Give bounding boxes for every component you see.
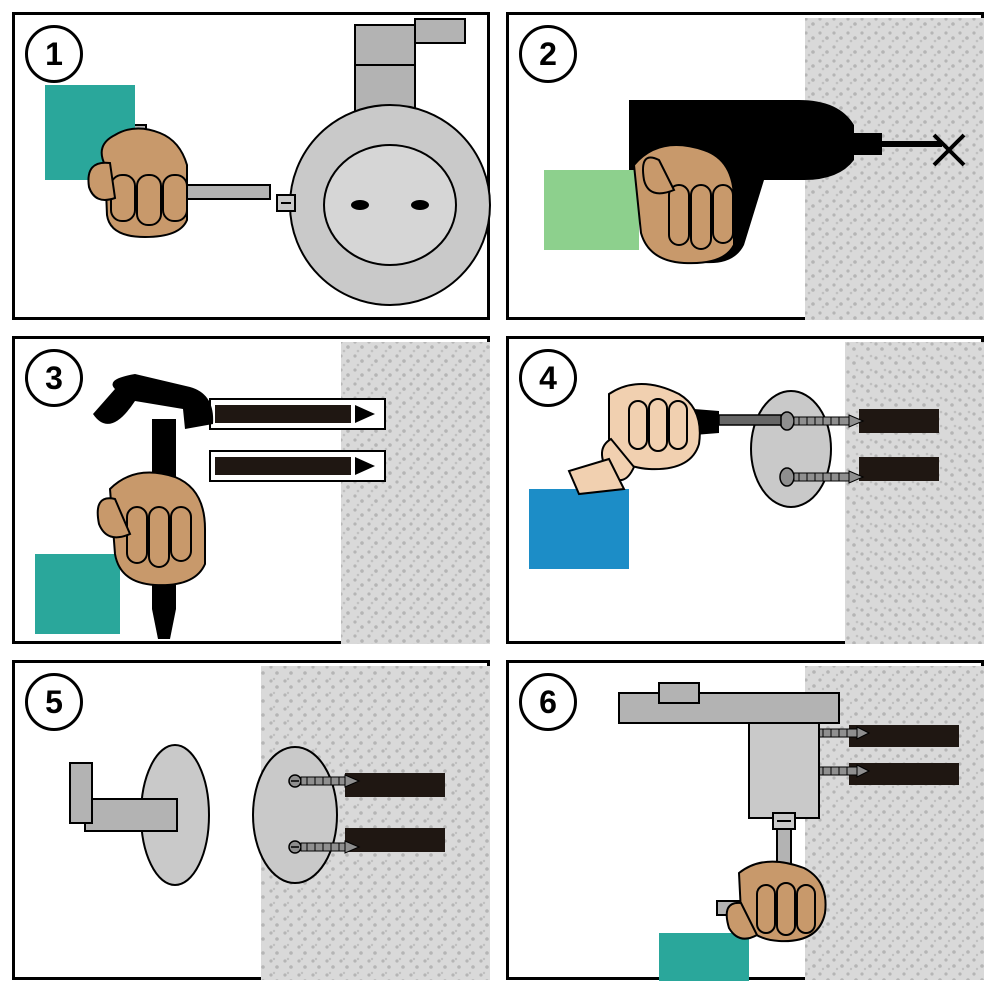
wall-texture [341,342,490,644]
hand-icon [544,145,734,263]
panel-step-4: 4 [506,336,984,644]
mount-plate [751,391,831,507]
hand-icon [45,85,187,237]
panel-6-illustration [509,663,987,983]
wall-texture [845,342,984,644]
anchor-2 [859,457,939,481]
panel-step-3: 3 [12,336,490,644]
panel-5-illustration [15,663,493,983]
panel-3-illustration [15,339,493,647]
instruction-grid: 1 [0,0,1000,1000]
hand-icon [529,384,700,569]
panel-1-illustration [15,15,493,323]
hook-fixture-icon [70,745,209,885]
panel-step-6: 6 [506,660,984,980]
panel-step-1: 1 [12,12,490,320]
mount-plate [253,747,337,883]
anchor-1 [849,725,959,747]
panel-step-5: 5 [12,660,490,980]
anchor-1 [345,773,445,797]
panel-2-illustration [509,15,987,323]
panel-step-2: 2 [506,12,984,320]
anchor-2 [849,763,959,785]
hand-icon [659,862,826,981]
bar-fixture-icon [619,683,839,829]
panel-4-illustration [509,339,987,647]
anchor-1 [859,409,939,433]
anchor-2 [345,828,445,852]
hand-icon [35,473,205,634]
